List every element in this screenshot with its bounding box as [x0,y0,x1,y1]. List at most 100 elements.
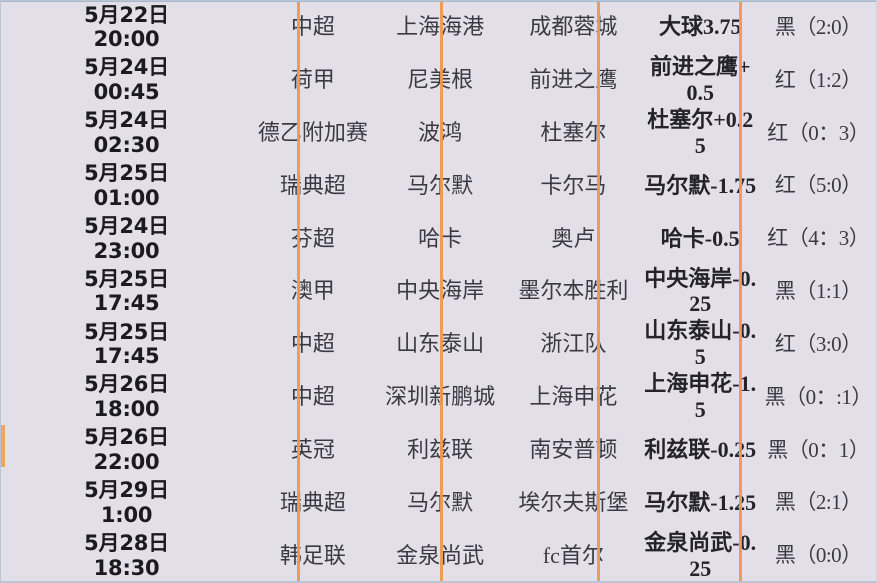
table-row: 5月22日 20:00 中超 上海海港 成都蓉城 大球3.75 黑（2:0） [1,1,876,54]
result-text: 红（5:0） [774,173,862,198]
cell-away-team: 卡尔马 [507,159,640,212]
cell-league: 韩足联 [252,529,373,582]
cell-away-team: 成都蓉城 [507,1,640,54]
cell-away-team: 浙江队 [507,318,640,371]
cell-away-team: fc首尔 [507,529,640,582]
cell-away-team: 墨尔本胜利 [507,265,640,318]
cell-result: 黑（1:1） [761,265,877,318]
cell-date-time: 5月24日 23:00 [1,212,252,265]
handicap-text: 哈卡-0.5 [660,225,740,251]
away-team-text: 南安普顿 [529,436,618,462]
handicap-text: 前进之鹰+0.5 [649,54,751,106]
cell-date-time: 5月25日 17:45 [1,318,252,371]
cell-league: 德乙附加赛 [252,107,373,160]
table-row: 5月25日 01:00 瑞典超 马尔默 卡尔马 马尔默-1.75 红（5:0） [1,159,876,212]
cell-handicap: 哈卡-0.5 [640,212,761,265]
cell-date-time: 5月28日 18:30 [1,529,252,582]
result-text: 黑（0：:1） [764,384,873,409]
result-text: 红（4：3） [767,226,870,251]
handicap-text: 大球3.75 [658,14,742,40]
away-team-text: 杜塞尔 [540,120,607,146]
cell-handicap: 马尔默-1.75 [640,159,761,212]
cell-league: 中超 [252,1,373,54]
cell-result: 黑（0：1） [761,424,877,477]
result-text: 黑（2:0） [774,15,862,40]
cell-date-time: 5月24日 02:30 [1,107,252,160]
result-text: 黑（0：1） [767,437,870,462]
handicap-text: 马尔默-1.75 [644,172,757,198]
result-text: 黑（2:1） [774,490,862,515]
away-team-text: 上海申花 [529,384,618,410]
table-row: 5月26日 18:00 中超 深圳新鹏城 上海申花 上海申花-1.5 黑（0：:… [1,371,876,424]
cell-date-time: 5月24日 00:45 [1,54,252,107]
cell-result: 红（0：3） [761,107,877,160]
handicap-text: 山东泰山-0.5 [644,318,757,370]
date-time-text: 5月24日 02:30 [84,108,169,158]
date-time-text: 5月25日 01:00 [84,161,169,210]
cell-away-team: 埃尔夫斯堡 [507,476,640,529]
table-row: 5月25日 17:45 中超 山东泰山 浙江队 山东泰山-0.5 红（3:0） [1,318,876,371]
table-row: 5月24日 02:30 德乙附加赛 波鸿 杜塞尔 杜塞尔+0.25 红（0：3） [1,107,876,160]
cell-result: 红（5:0） [761,159,877,212]
result-text: 红（1:2） [774,67,862,92]
cell-handicap: 金泉尚武-0.25 [640,529,761,582]
cell-result: 黑（0：:1） [761,371,877,424]
away-team-text: 埃尔夫斯堡 [518,489,629,515]
date-time-text: 5月26日 18:00 [84,372,169,422]
cell-date-time: 5月25日 17:45 [1,265,252,318]
handicap-text: 中央海岸-0.25 [644,265,757,317]
column-divider-3 [597,2,600,582]
table-bottom-rule [1,581,876,582]
date-time-text: 5月22日 20:00 [84,2,169,52]
result-text: 黑（1:1） [774,279,862,304]
cell-away-team: 前进之鹰 [507,54,640,107]
table-top-rule [1,1,876,2]
date-time-text: 5月24日 00:45 [84,55,169,105]
cell-result: 红（4：3） [761,212,877,265]
away-team-text: 卡尔马 [540,172,607,198]
cell-date-time: 5月22日 20:00 [1,1,252,54]
cell-league: 澳甲 [252,265,373,318]
cell-league: 瑞典超 [252,476,373,529]
cell-league: 中超 [252,318,373,371]
cell-handicap: 马尔默-1.25 [640,476,761,529]
league-text: 瑞典超 [279,172,346,198]
date-time-text: 5月29日 1:00 [84,477,169,527]
away-team-text: 奥卢 [551,225,596,251]
cell-league: 中超 [252,371,373,424]
result-text: 红（0：3） [767,120,870,145]
column-divider-2 [440,2,443,582]
left-edge-accent [1,425,5,467]
date-time-text: 5月25日 17:45 [84,319,169,369]
cell-league: 芬超 [252,212,373,265]
table-row: 5月29日 1:00 瑞典超 马尔默 埃尔夫斯堡 马尔默-1.25 黑（2:1） [1,476,876,529]
column-divider-4 [739,2,742,582]
away-team-text: 成都蓉城 [529,14,618,40]
handicap-text: 杜塞尔+0.25 [647,107,754,159]
cell-handicap: 大球3.75 [640,1,761,54]
league-text: 瑞典超 [279,489,346,515]
table-row: 5月26日 22:00 英冠 利兹联 南安普顿 利兹联-0.25 黑（0：1） [1,424,876,477]
date-time-text: 5月26日 22:00 [84,425,169,474]
handicap-text: 利兹联-0.25 [644,436,757,462]
away-team-text: 墨尔本胜利 [518,278,629,304]
cell-league: 瑞典超 [252,159,373,212]
cell-away-team: 奥卢 [507,212,640,265]
result-text: 黑（0:0） [774,543,862,568]
cell-result: 黑（2:0） [761,1,877,54]
away-team-text: 浙江队 [540,331,607,357]
result-text: 红（3:0） [774,331,862,356]
handicap-text: 金泉尚武-0.25 [644,529,757,581]
table-row: 5月24日 23:00 芬超 哈卡 奥卢 哈卡-0.5 红（4：3） [1,212,876,265]
away-team-text: fc首尔 [542,542,604,568]
cell-handicap: 前进之鹰+0.5 [640,54,761,107]
cell-league: 荷甲 [252,54,373,107]
cell-result: 黑（2:1） [761,476,877,529]
table-row: 5月24日 00:45 荷甲 尼美根 前进之鹰 前进之鹰+0.5 红（1:2） [1,54,876,107]
table-row: 5月28日 18:30 韩足联 金泉尚武 fc首尔 金泉尚武-0.25 黑（0:… [1,529,876,582]
cell-handicap: 上海申花-1.5 [640,371,761,424]
cell-result: 红（3:0） [761,318,877,371]
league-text: 德乙附加赛 [257,120,368,146]
